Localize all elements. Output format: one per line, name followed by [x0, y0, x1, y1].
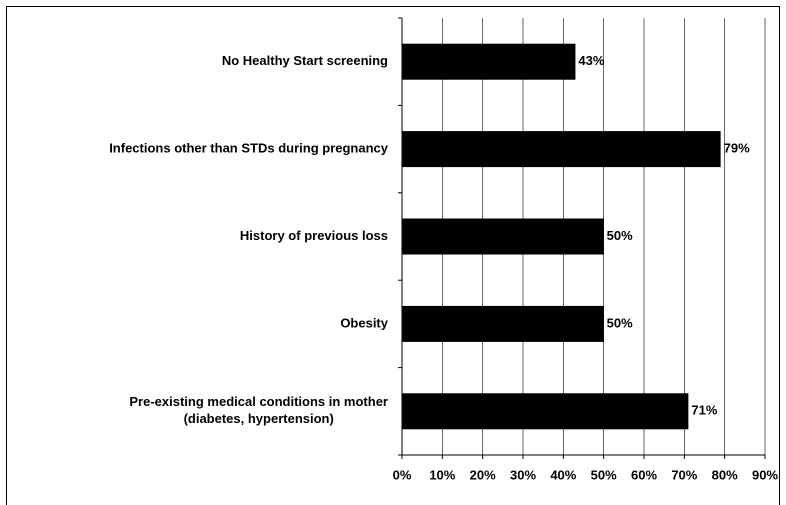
value-label: 71% [691, 403, 717, 418]
bar [402, 218, 604, 255]
y-tick-label: Pre-existing medical conditions in mothe… [129, 394, 388, 409]
bar [402, 43, 576, 80]
y-tick-label: Infections other than STDs during pregna… [109, 141, 389, 156]
value-label: 50% [607, 315, 633, 330]
value-label: 79% [724, 141, 750, 156]
x-tick-label: 50% [591, 467, 617, 482]
x-tick-label: 40% [550, 467, 576, 482]
value-label: 50% [607, 228, 633, 243]
x-tick-label: 0% [393, 467, 412, 482]
y-tick-label: (diabetes, hypertension) [184, 411, 334, 426]
x-tick-label: 80% [712, 467, 738, 482]
x-tick-label: 10% [429, 467, 455, 482]
y-tick-label: No Healthy Start screening [222, 53, 388, 68]
bar [402, 393, 689, 430]
y-tick-label: Obesity [340, 315, 388, 330]
x-tick-label: 60% [631, 467, 657, 482]
x-tick-label: 90% [752, 467, 778, 482]
x-tick-label: 30% [510, 467, 536, 482]
x-tick-label: 20% [470, 467, 496, 482]
frame [6, 6, 780, 505]
bar [402, 305, 604, 342]
x-tick-label: 70% [671, 467, 697, 482]
value-label: 43% [578, 53, 604, 68]
bar [402, 131, 721, 168]
y-tick-label: History of previous loss [240, 228, 388, 243]
